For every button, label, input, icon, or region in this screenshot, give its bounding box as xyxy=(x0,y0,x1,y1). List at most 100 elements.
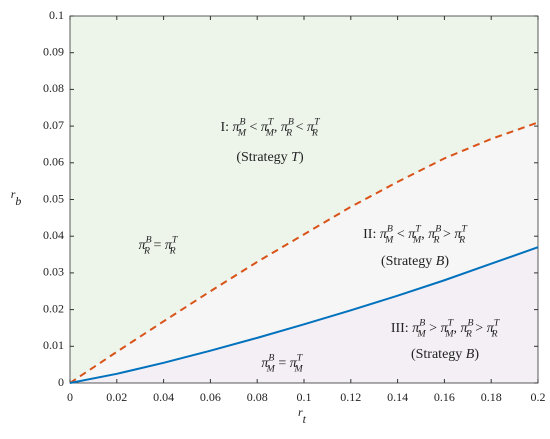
math-base: r xyxy=(298,405,303,419)
math-sup: B xyxy=(435,224,441,235)
annotation-text: II: xyxy=(363,227,380,242)
math-sub: t xyxy=(303,412,307,426)
math-sup: T xyxy=(172,235,179,246)
math-sup: T xyxy=(314,117,321,128)
x-tick-label: 0.06 xyxy=(200,390,221,404)
math-sub: M xyxy=(444,329,454,340)
y-tick-label: 0 xyxy=(58,375,64,389)
annotation-text: = xyxy=(150,238,165,253)
y-tick-label: 0.06 xyxy=(43,155,64,169)
math-sub: M xyxy=(417,329,427,340)
x-tick-label: 0.08 xyxy=(247,390,268,404)
x-tick-label: 0.1 xyxy=(297,390,312,404)
strategy-text: (Strategy xyxy=(381,254,436,269)
math-sub: M xyxy=(412,235,422,246)
strategy-text: ) xyxy=(444,254,449,269)
math-sub: R xyxy=(432,235,439,246)
y-tick-label: 0.03 xyxy=(43,265,64,279)
strategy-label: (Strategy T) xyxy=(236,150,304,165)
strategy-text: (Strategy xyxy=(411,347,466,362)
strategy-text: B xyxy=(436,254,445,269)
math-sub: b xyxy=(15,194,21,208)
math-sup: T xyxy=(448,318,455,329)
annotation: πBM​ = πTM​ xyxy=(261,353,303,375)
math-sub: R xyxy=(285,128,292,139)
math-base: π xyxy=(261,120,269,135)
math-sub: R xyxy=(465,329,472,340)
math-base: π xyxy=(487,321,495,336)
math-sub: M xyxy=(266,364,276,375)
math-base: r xyxy=(11,187,16,201)
axis-label: rt​ xyxy=(298,405,307,426)
math-base: π xyxy=(290,356,298,371)
strategy-text: (Strategy xyxy=(236,150,291,165)
math-sub: M xyxy=(293,364,303,375)
annotation-text: III: xyxy=(391,321,412,336)
annotation-text: < xyxy=(292,120,307,135)
x-tick-label: 0.02 xyxy=(106,390,127,404)
math-base: π xyxy=(233,120,241,135)
math-sub: R xyxy=(143,246,150,257)
strategy-text: B xyxy=(466,347,475,362)
strategy-text: ) xyxy=(474,347,479,362)
annotation-text: < xyxy=(246,120,261,135)
region-top xyxy=(70,16,538,383)
series-line xyxy=(69,246,539,384)
axis-label: rb​ xyxy=(11,187,22,208)
math-base: π xyxy=(454,227,462,242)
region-bottom xyxy=(70,247,538,383)
y-tick-label: 0.09 xyxy=(43,44,64,58)
strategy-label: (Strategy B) xyxy=(381,254,449,269)
math-sup: T xyxy=(268,117,275,128)
x-tick-label: 0.16 xyxy=(434,390,455,404)
strategy-label: (Strategy B) xyxy=(411,347,479,362)
math-base: π xyxy=(380,227,388,242)
math-sub: R xyxy=(458,235,465,246)
y-tick-label: 0.01 xyxy=(43,338,64,352)
y-tick-label: 0.04 xyxy=(43,228,64,242)
y-tick-label: 0.07 xyxy=(43,118,64,132)
y-tick-label: 0.08 xyxy=(43,81,64,95)
math-sup: B xyxy=(268,353,274,364)
x-tick-label: 0.12 xyxy=(340,390,361,404)
math-sub: M xyxy=(237,128,247,139)
x-tick-label: 0.14 xyxy=(387,390,408,404)
series-line xyxy=(69,121,539,384)
y-tick-label: 0.1 xyxy=(49,8,64,22)
y-tick-label: 0.05 xyxy=(43,191,64,205)
math-base: π xyxy=(281,120,289,135)
x-tick-label: 0.04 xyxy=(153,390,174,404)
math-sup: T xyxy=(494,318,501,329)
math-sup: T xyxy=(415,224,422,235)
math-sub: R xyxy=(311,128,318,139)
math-base: π xyxy=(412,321,420,336)
strategy-text: T xyxy=(291,150,300,165)
math-base: π xyxy=(261,356,269,371)
math-sub: R xyxy=(490,329,497,340)
math-sup: B xyxy=(146,235,152,246)
annotation-text: , xyxy=(454,321,461,336)
x-tick-label: 0.2 xyxy=(531,390,546,404)
annotation-text: I: xyxy=(220,120,232,135)
strategy-text: ) xyxy=(299,150,304,165)
annotation-text: < xyxy=(393,227,408,242)
math-base: π xyxy=(461,321,469,336)
math-sup: B xyxy=(387,224,393,235)
math-sub: M xyxy=(265,128,275,139)
math-sup: T xyxy=(461,224,468,235)
math-base: π xyxy=(441,321,449,336)
x-tick-label: 0 xyxy=(67,390,73,404)
math-sup: B xyxy=(288,117,294,128)
math-base: π xyxy=(165,238,173,253)
math-sup: T xyxy=(297,353,304,364)
annotation-text: , xyxy=(274,120,281,135)
math-sup: B xyxy=(419,318,425,329)
y-tick-label: 0.02 xyxy=(43,301,64,315)
annotation: πBR​ = πTR​ xyxy=(139,235,179,257)
annotation: II: πBM​ < πTM​, πBR​ > πTR​ xyxy=(363,224,468,246)
math-sup: B xyxy=(468,318,474,329)
annotation-text: = xyxy=(275,356,290,371)
annotation: III: πBM​ > πTM​, πBR​ > πTR​ xyxy=(391,318,501,340)
annotation-text: > xyxy=(426,321,441,336)
math-sup: B xyxy=(240,117,246,128)
